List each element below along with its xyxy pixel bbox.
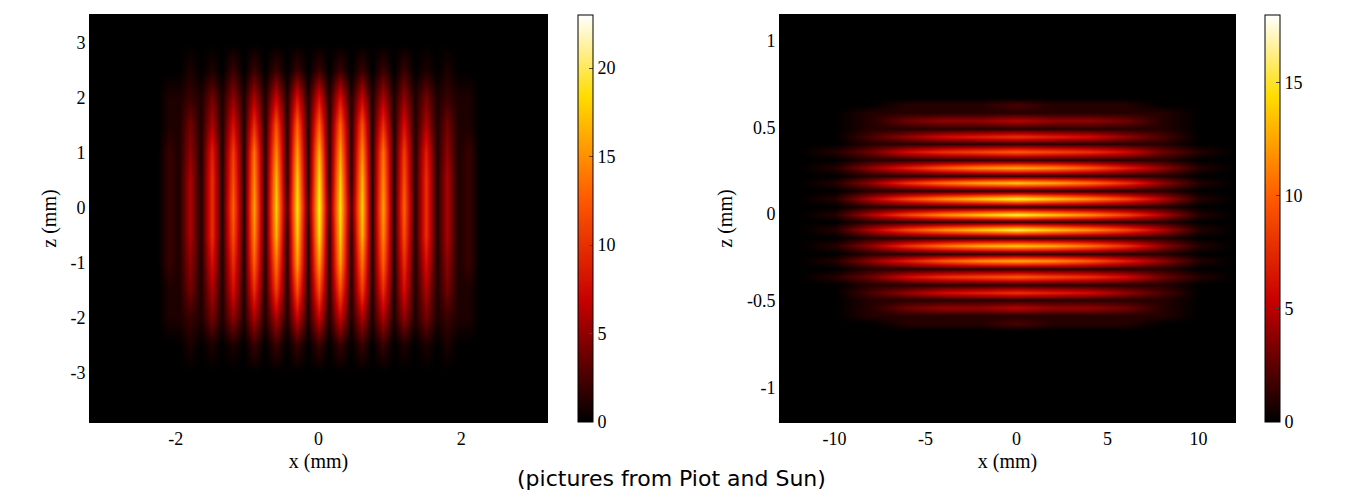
svg-text:0: 0 bbox=[766, 204, 775, 224]
svg-text:10: 10 bbox=[1285, 186, 1303, 206]
svg-text:-1: -1 bbox=[760, 378, 775, 398]
svg-text:-2: -2 bbox=[168, 429, 183, 449]
svg-text:5: 5 bbox=[598, 324, 607, 344]
svg-text:-3: -3 bbox=[70, 363, 85, 383]
svg-text:1: 1 bbox=[766, 31, 775, 51]
svg-text:z (mm): z (mm) bbox=[714, 189, 737, 247]
svg-text:z (mm): z (mm) bbox=[38, 189, 61, 247]
svg-text:x (mm): x (mm) bbox=[978, 450, 1037, 473]
svg-text:3: 3 bbox=[76, 33, 85, 53]
svg-text:0.5: 0.5 bbox=[753, 118, 776, 138]
svg-text:-1: -1 bbox=[70, 253, 85, 273]
svg-text:-10: -10 bbox=[823, 429, 847, 449]
svg-text:2: 2 bbox=[457, 429, 466, 449]
svg-text:2: 2 bbox=[76, 88, 85, 108]
svg-text:10: 10 bbox=[1190, 429, 1208, 449]
svg-text:(pictures from Piot and Sun): (pictures from Piot and Sun) bbox=[517, 466, 826, 491]
svg-text:20: 20 bbox=[598, 58, 616, 78]
svg-text:-2: -2 bbox=[70, 308, 85, 328]
svg-text:x (mm): x (mm) bbox=[289, 450, 348, 473]
svg-text:-5: -5 bbox=[918, 429, 933, 449]
svg-text:10: 10 bbox=[598, 235, 616, 255]
svg-text:15: 15 bbox=[598, 147, 616, 167]
svg-text:0: 0 bbox=[314, 429, 323, 449]
svg-text:1: 1 bbox=[76, 143, 85, 163]
svg-text:0: 0 bbox=[1012, 429, 1021, 449]
svg-text:-0.5: -0.5 bbox=[747, 291, 776, 311]
svg-text:0: 0 bbox=[76, 198, 85, 218]
svg-text:5: 5 bbox=[1103, 429, 1112, 449]
svg-text:0: 0 bbox=[598, 412, 607, 432]
svg-text:15: 15 bbox=[1285, 73, 1303, 93]
svg-text:0: 0 bbox=[1285, 412, 1294, 432]
svg-text:5: 5 bbox=[1285, 299, 1294, 319]
